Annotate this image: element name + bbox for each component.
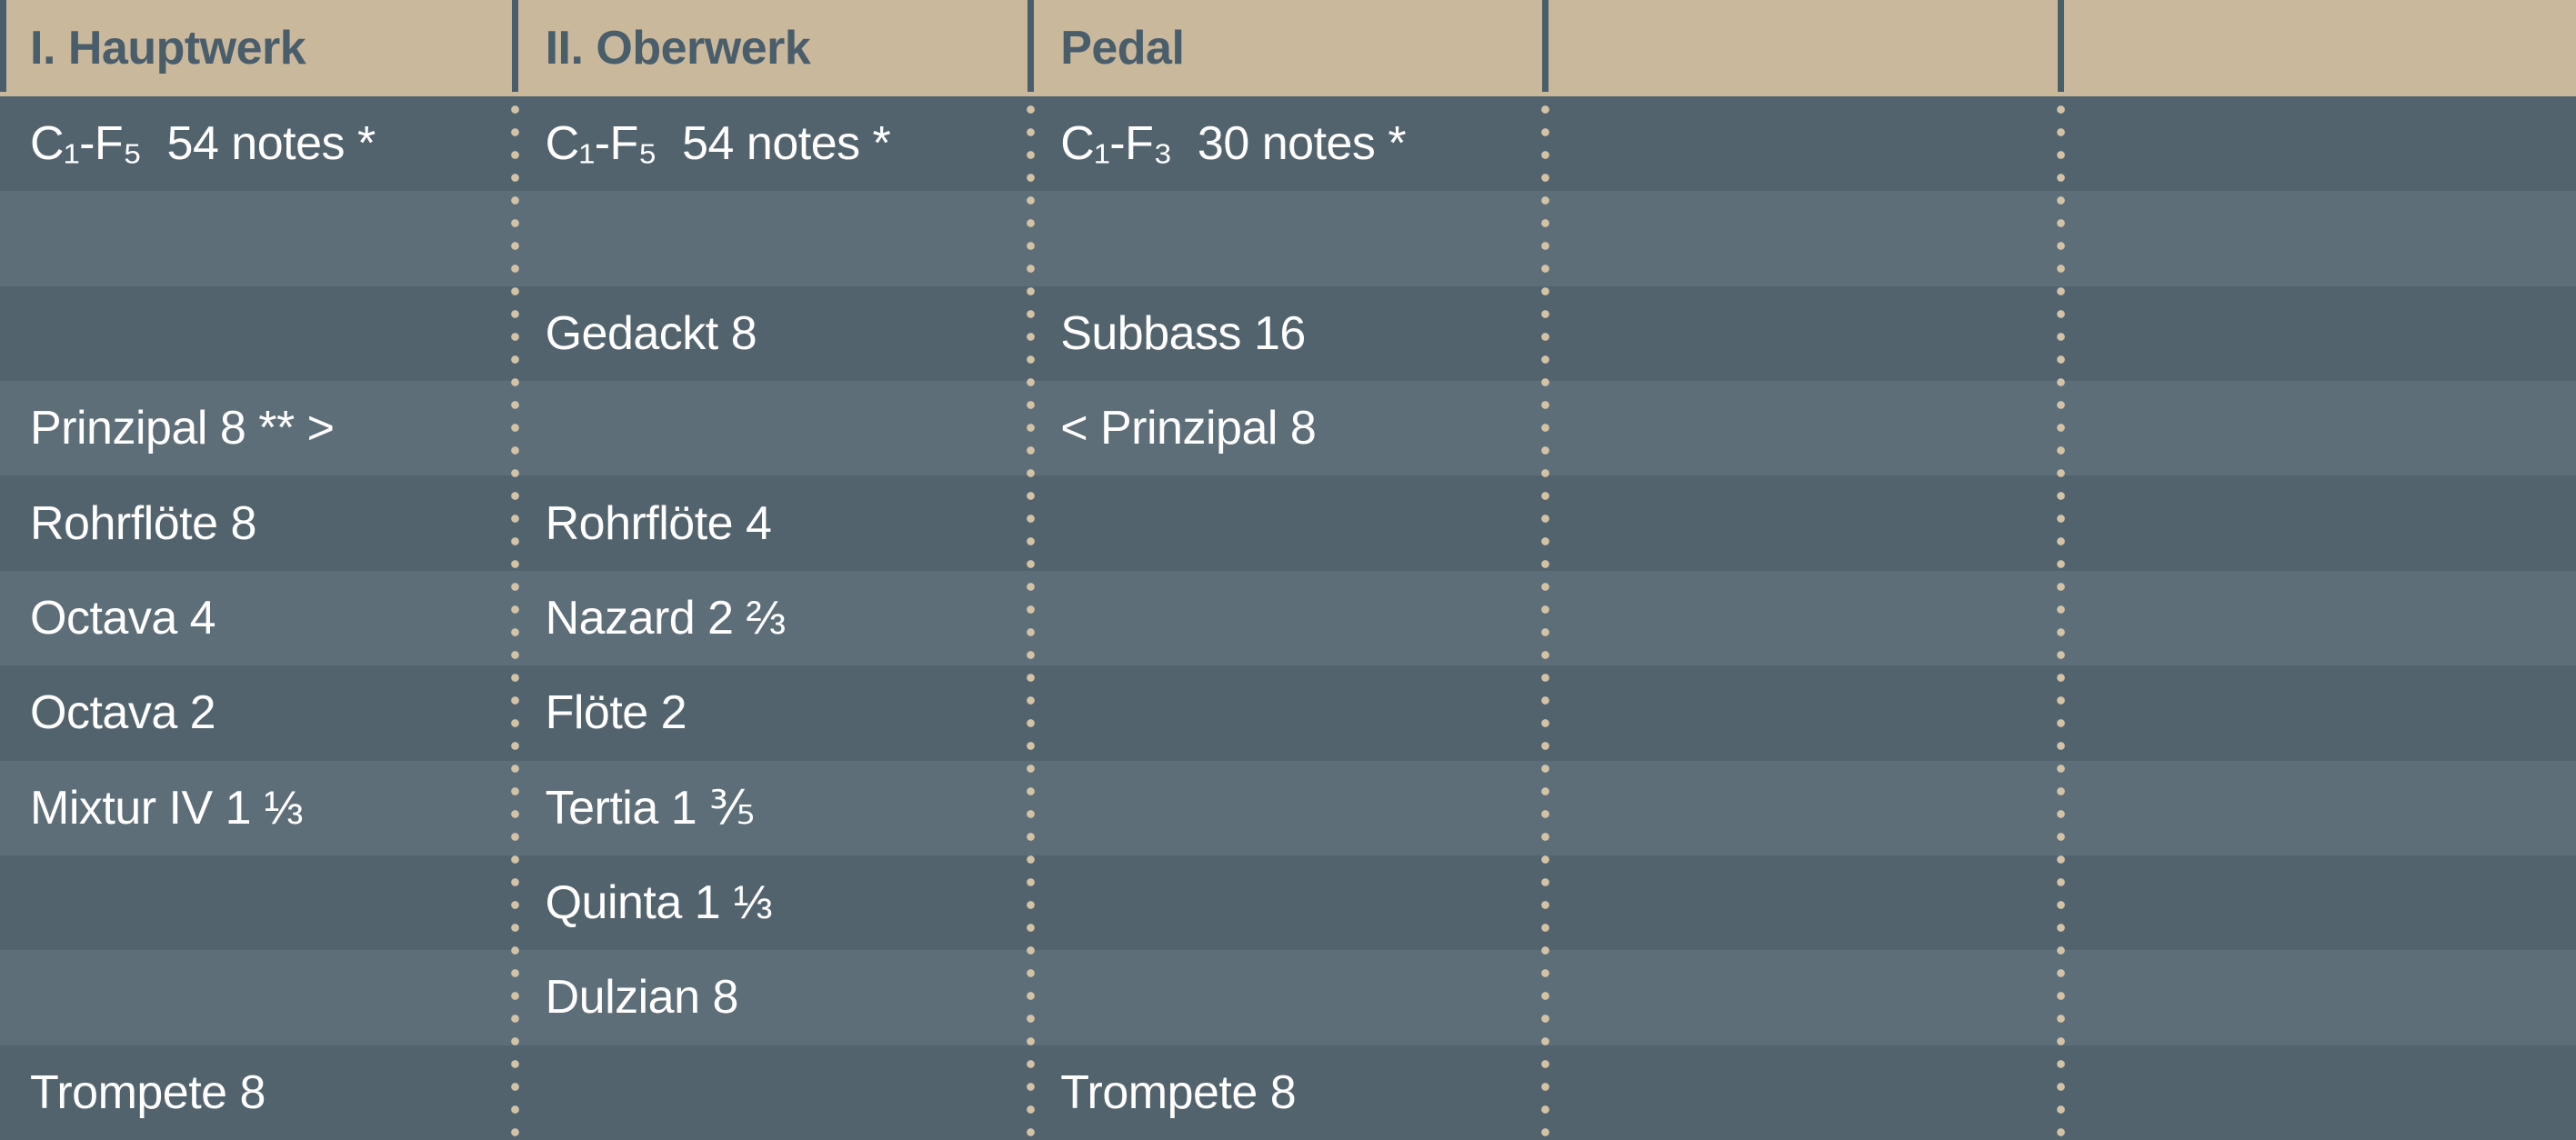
- header-separator-line: [0, 0, 6, 92]
- cell-empty: [1546, 571, 2061, 665]
- cell-stop-dulzian-8: Dulzian 8: [545, 971, 739, 1025]
- table-row: [0, 191, 2576, 286]
- cell-empty: [1030, 761, 1546, 855]
- cell-empty: [1030, 191, 1546, 285]
- cell-empty: [1030, 950, 1546, 1045]
- cell-empty: [1546, 1045, 2061, 1140]
- table-row-compass: C₁-F₅ 54 notes * C₁-F₅ 54 notes * C₁-F₃ …: [0, 96, 2576, 192]
- cell-empty: [1030, 855, 1546, 950]
- cell-stop-octava-2: Octava 2: [30, 686, 216, 740]
- cell-hauptwerk-compass: C₁-F₅ 54 notes *: [30, 117, 376, 171]
- table-row: Octava 4 Nazard 2 ⅔: [0, 570, 2576, 666]
- cell-empty: [0, 191, 516, 285]
- cell-stop-trompete-8-ped: Trompete 8: [1060, 1065, 1297, 1119]
- cell-empty: [1546, 191, 2061, 285]
- column-header-empty-5: [2060, 0, 2576, 96]
- cell-empty: [2060, 1045, 2576, 1140]
- column-header-hauptwerk: I. Hauptwerk: [30, 22, 306, 75]
- cell-empty: [2060, 475, 2576, 570]
- table-row: Trompete 8 Trompete 8: [0, 1045, 2576, 1140]
- cell-stop-mixtur: Mixtur IV 1 ⅓: [30, 781, 303, 835]
- dotted-column-separator: [1541, 96, 1550, 1140]
- cell-empty: [1030, 571, 1546, 665]
- cell-stop-nazard: Nazard 2 ⅔: [545, 591, 786, 645]
- header-separator-line: [1542, 0, 1549, 92]
- table-row: Octava 2 Flöte 2: [0, 665, 2576, 761]
- dotted-column-separator: [511, 96, 520, 1140]
- cell-empty: [1546, 286, 2061, 381]
- cell-empty: [1546, 96, 2061, 191]
- cell-stop-tertia: Tertia 1 ⅗: [545, 781, 756, 835]
- table-row: Gedackt 8 Subbass 16: [0, 285, 2576, 382]
- cell-empty: [2060, 761, 2576, 855]
- cell-stop-floete-2: Flöte 2: [545, 686, 687, 740]
- cell-stop-rohrfloete-4: Rohrflöte 4: [545, 496, 772, 550]
- header-separator-line: [1027, 0, 1034, 92]
- cell-empty: [1546, 855, 2061, 950]
- cell-stop-trompete-8-hw: Trompete 8: [30, 1065, 266, 1119]
- cell-empty: [2060, 950, 2576, 1045]
- cell-pedal-compass: C₁-F₃ 30 notes *: [1060, 117, 1407, 171]
- header-separator-line: [512, 0, 519, 92]
- cell-empty: [516, 381, 1031, 475]
- cell-empty: [0, 950, 516, 1045]
- dotted-column-separator: [2056, 96, 2065, 1140]
- cell-empty: [1546, 761, 2061, 855]
- dotted-column-separator: [1026, 96, 1035, 1140]
- cell-empty: [0, 855, 516, 950]
- cell-stop-quinta: Quinta 1 ⅓: [545, 876, 773, 930]
- table-row: Prinzipal 8 ** > < Prinzipal 8: [0, 381, 2576, 476]
- cell-stop-rohrfloete-8: Rohrflöte 8: [30, 496, 256, 550]
- cell-oberwerk-compass: C₁-F₅ 54 notes *: [545, 117, 891, 171]
- cell-stop-prinzipal-8-ped: < Prinzipal 8: [1060, 402, 1317, 455]
- table-row: Mixtur IV 1 ⅓ Tertia 1 ⅗: [0, 760, 2576, 855]
- cell-empty: [1546, 950, 2061, 1045]
- cell-empty: [2060, 381, 2576, 475]
- cell-empty: [1546, 381, 2061, 475]
- cell-empty: [2060, 191, 2576, 285]
- column-header-empty-4: [1546, 0, 2061, 96]
- header-separator-line: [2057, 0, 2064, 92]
- cell-empty: [516, 1045, 1031, 1140]
- cell-empty: [516, 191, 1031, 285]
- cell-empty: [2060, 665, 2576, 760]
- column-header-pedal: Pedal: [1060, 22, 1185, 75]
- cell-empty: [2060, 96, 2576, 191]
- cell-stop-octava-4: Octava 4: [30, 591, 216, 645]
- column-header-oberwerk: II. Oberwerk: [545, 22, 811, 75]
- table-header-row: I. Hauptwerk II. Oberwerk Pedal: [0, 0, 2576, 96]
- cell-empty: [2060, 286, 2576, 381]
- cell-stop-subbass-16: Subbass 16: [1060, 306, 1306, 360]
- table-row: Quinta 1 ⅓: [0, 855, 2576, 951]
- cell-stop-gedackt-8: Gedackt 8: [545, 306, 757, 360]
- table-row: Dulzian 8: [0, 950, 2576, 1045]
- cell-empty: [2060, 571, 2576, 665]
- cell-empty: [1030, 475, 1546, 570]
- cell-empty: [1030, 665, 1546, 760]
- cell-empty: [0, 286, 516, 381]
- table-row: Rohrflöte 8 Rohrflöte 4: [0, 475, 2576, 571]
- cell-empty: [2060, 855, 2576, 950]
- cell-stop-prinzipal-8-hw: Prinzipal 8 ** >: [30, 402, 335, 455]
- cell-empty: [1546, 665, 2061, 760]
- cell-empty: [1546, 475, 2061, 570]
